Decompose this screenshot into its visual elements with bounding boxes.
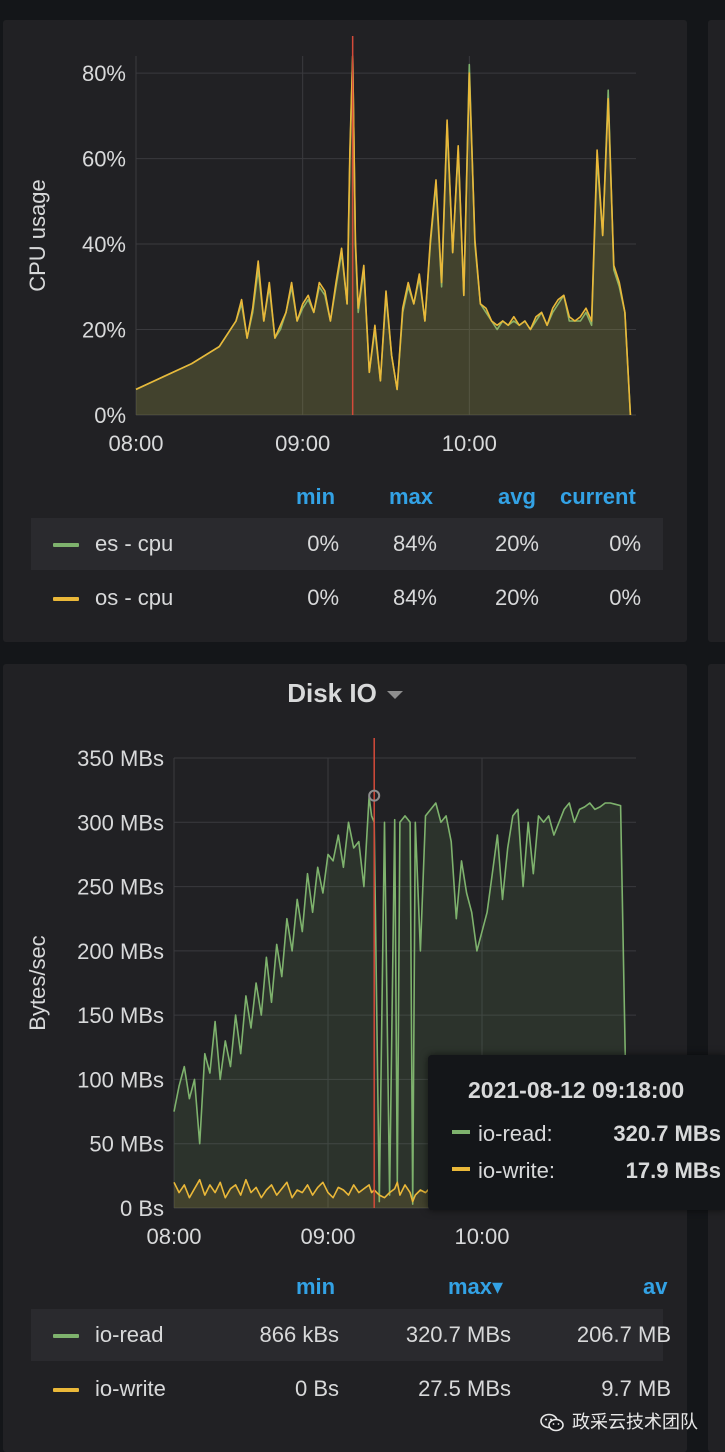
panel-title[interactable]: Disk IO xyxy=(3,678,687,709)
legend-header-max[interactable]: max xyxy=(389,484,434,509)
legend-swatch[interactable] xyxy=(53,597,79,601)
legend-current-value: 0% xyxy=(609,531,641,556)
legend-series-name[interactable]: os - cpu xyxy=(95,585,174,610)
tooltip-time: 2021-08-12 09:18:00 xyxy=(468,1077,685,1103)
y-tick-label: 0 Bs xyxy=(120,1196,164,1221)
series-line-os-cpu xyxy=(135,55,632,416)
y-tick-label: 80% xyxy=(82,61,126,86)
y-tick-label: 20% xyxy=(82,318,126,343)
legend-min-value: 0% xyxy=(307,585,339,610)
y-tick-label: 250 MBs xyxy=(77,875,164,900)
legend-row-io-read[interactable]: io-read 866 kBs 320.7 MBs 206.7 MB xyxy=(31,1309,671,1361)
wechat-icon xyxy=(540,1413,564,1432)
graph-tooltip: 2021-08-12 09:18:00 io-read: 320.7 MBs i… xyxy=(428,1055,725,1210)
legend-max-value: 320.7 MBs xyxy=(405,1322,511,1347)
legend-row-io-write[interactable]: io-write 0 Bs 27.5 MBs 9.7 MB xyxy=(31,1363,671,1415)
y-tick-label: 40% xyxy=(82,232,126,257)
series-line-io-read xyxy=(173,795,636,1209)
x-tick-label: 10:00 xyxy=(442,431,497,456)
disk-io-panel[interactable]: Disk IO 0 Bs 50 MBs 100 MBs 150 MBs 200 MBs 2… xyxy=(3,664,687,1452)
y-axis-label: CPU usage xyxy=(25,179,50,292)
x-tick-label: 10:00 xyxy=(454,1224,509,1249)
y-axis-label: Bytes/sec xyxy=(25,935,50,1030)
legend-header-avg[interactable]: avg xyxy=(498,484,536,509)
legend-row-es-cpu[interactable]: es - cpu 0% 84% 20% 0% xyxy=(31,518,663,570)
legend-swatch[interactable] xyxy=(53,1334,79,1338)
legend-header-max[interactable]: max▾ xyxy=(448,1274,503,1300)
x-tick-label: 09:00 xyxy=(300,1224,355,1249)
legend-avg-value: 206.7 MB xyxy=(576,1322,671,1347)
tooltip-series-value: 17.9 MBs xyxy=(625,1158,721,1183)
x-tick-label: 09:00 xyxy=(275,431,330,456)
cpu-usage-panel[interactable]: 0% 20% 40% 60% 80% 08:00 09:00 10:00 CPU usage m… xyxy=(3,20,687,642)
legend-avg-value: 20% xyxy=(494,531,539,556)
chevron-down-icon[interactable] xyxy=(386,691,403,700)
adjacent-panel-top xyxy=(708,20,725,642)
legend-header-avg[interactable]: av xyxy=(643,1274,668,1299)
legend-row-os-cpu[interactable]: os - cpu 0% 84% 20% 0% xyxy=(31,572,663,624)
legend-series-name[interactable]: es - cpu xyxy=(95,531,174,556)
legend-avg-value: 20% xyxy=(494,585,539,610)
legend-min-value: 866 kBs xyxy=(259,1322,340,1347)
cpu-usage-chart[interactable]: 0% 20% 40% 60% 80% 08:00 09:00 10:00 CPU usage xyxy=(3,20,687,480)
tooltip-series-name: io-read: xyxy=(478,1121,553,1146)
legend-current-value: 0% xyxy=(609,585,641,610)
legend-min-value: 0 Bs xyxy=(294,1376,339,1401)
legend-max-value: 27.5 MBs xyxy=(418,1376,511,1401)
legend-max-value: 84% xyxy=(392,585,437,610)
hover-point xyxy=(368,789,381,802)
legend-swatch[interactable] xyxy=(53,543,79,547)
y-tick-label: 200 MBs xyxy=(77,939,164,964)
legend-min-value: 0% xyxy=(307,531,339,556)
legend-header-min[interactable]: min xyxy=(296,1274,336,1299)
sort-desc-icon: ▾ xyxy=(492,1274,504,1299)
legend-header-min[interactable]: min xyxy=(296,484,336,509)
legend-header-max-label[interactable]: max xyxy=(448,1274,493,1299)
x-tick-label: 08:00 xyxy=(108,431,163,456)
watermark: 政采云技术团队 xyxy=(540,1408,698,1432)
watermark-text: 政采云技术团队 xyxy=(572,1412,698,1432)
y-tick-label: 300 MBs xyxy=(77,810,164,835)
legend-series-name[interactable]: io-read xyxy=(95,1322,164,1347)
tooltip-swatch xyxy=(452,1167,470,1171)
tooltip-series-name: io-write: xyxy=(478,1158,556,1183)
y-tick-label: 0% xyxy=(94,403,126,428)
legend-header-current[interactable]: current xyxy=(560,484,636,509)
x-tick-label: 08:00 xyxy=(146,1224,201,1249)
tooltip-swatch xyxy=(452,1130,470,1134)
legend-avg-value: 9.7 MB xyxy=(601,1376,671,1401)
y-tick-label: 50 MBs xyxy=(89,1132,164,1157)
series-area-es-cpu xyxy=(136,56,631,415)
legend-swatch[interactable] xyxy=(53,1388,79,1392)
tooltip-series-value: 320.7 MBs xyxy=(613,1121,721,1146)
y-tick-label: 350 MBs xyxy=(77,746,164,771)
panel-title-text[interactable]: Disk IO xyxy=(287,678,377,708)
y-tick-label: 150 MBs xyxy=(77,1003,164,1028)
series-area-os-cpu xyxy=(136,56,631,415)
legend-max-value: 84% xyxy=(392,531,437,556)
legend-series-name[interactable]: io-write xyxy=(95,1376,166,1401)
y-tick-label: 100 MBs xyxy=(77,1067,164,1092)
y-tick-label: 60% xyxy=(82,147,126,172)
